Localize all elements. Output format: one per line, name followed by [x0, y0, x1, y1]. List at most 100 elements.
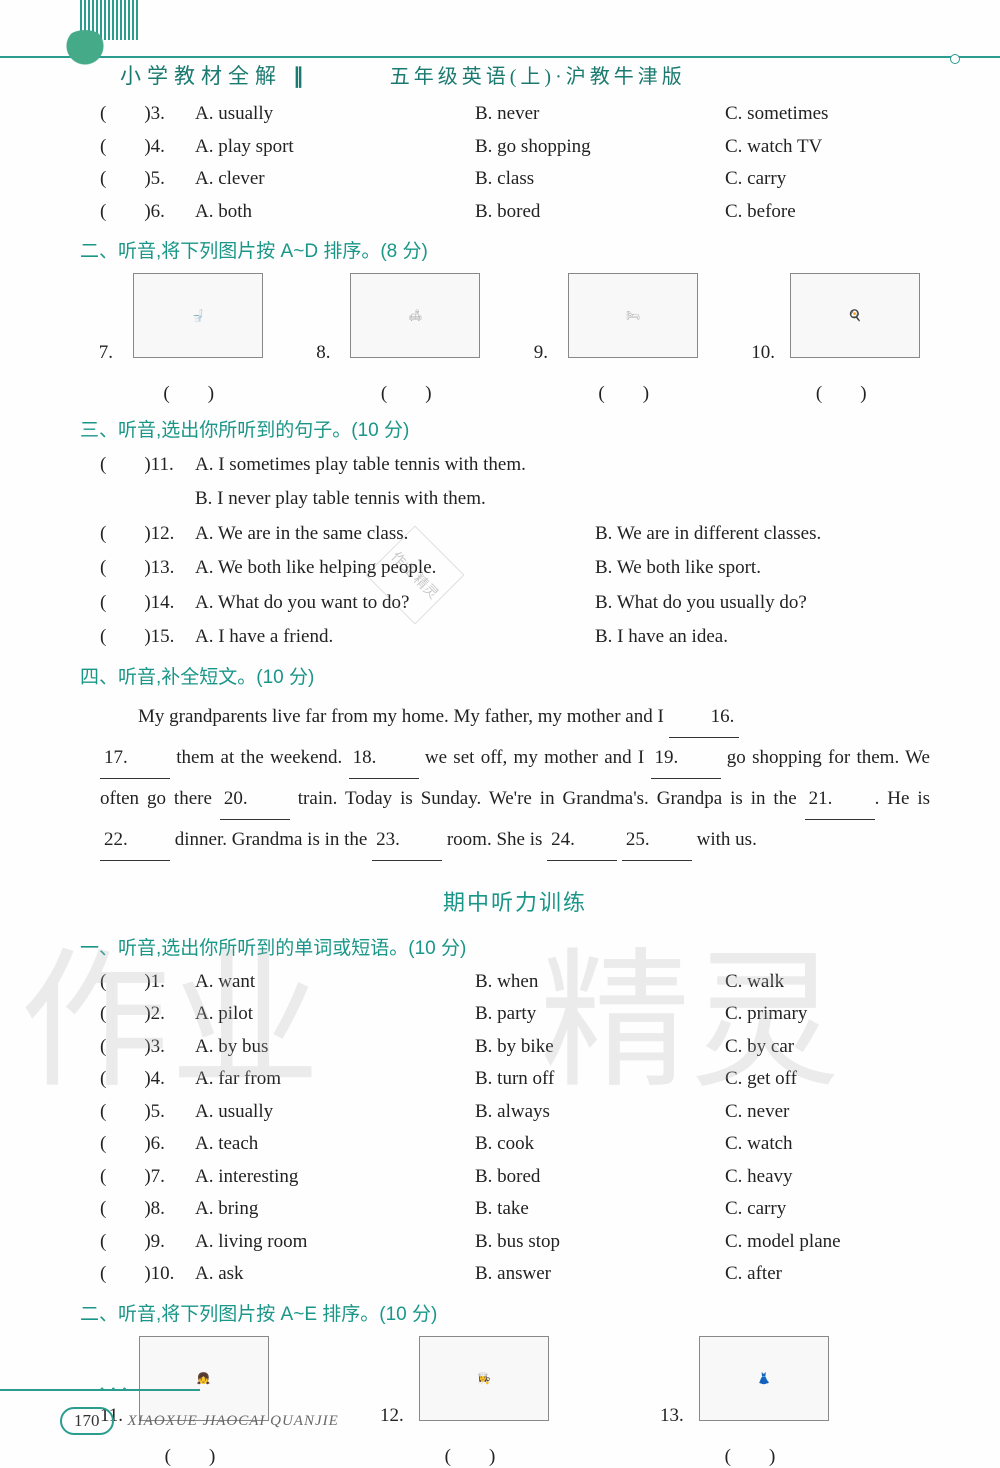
- blank-21: 21.: [805, 779, 875, 820]
- option-a: A. clever: [195, 165, 475, 194]
- answer-paren: ( )11.: [100, 450, 195, 480]
- bathroom-illustration-icon: 🚽: [133, 273, 263, 358]
- mc-row: ( )2. A. pilotB. partyC. primary: [100, 1000, 950, 1029]
- image-number: 7.: [99, 342, 113, 364]
- option-c: C. walk: [725, 968, 950, 997]
- answer-paren: ( )3.: [100, 1033, 195, 1062]
- image-number: 13.: [660, 1405, 684, 1427]
- answer-paren: ( )9.: [100, 1228, 195, 1257]
- answer-paren: ( )6.: [100, 198, 195, 227]
- answer-paren: ( )12.: [100, 519, 195, 549]
- blank-22: 22.: [100, 820, 170, 861]
- option-b: B. party: [475, 1000, 725, 1029]
- mc-row: ( )3. A. usuallyB. neverC. sometimes: [100, 100, 950, 129]
- option-a: A. by bus: [195, 1033, 475, 1062]
- option-a: A. I sometimes play table tennis with th…: [195, 450, 595, 480]
- option-a: A. far from: [195, 1065, 475, 1094]
- bedroom-illustration-icon: 🛏: [568, 273, 698, 358]
- option-b: B. go shopping: [475, 133, 725, 162]
- option-a: A. I have a friend.: [195, 622, 595, 652]
- option-b: B. cook: [475, 1130, 725, 1159]
- sentence-row: ( )13. A. We both like helping people.B.…: [100, 553, 950, 583]
- answer-paren: ( )7.: [100, 1163, 195, 1192]
- option-c: C. get off: [725, 1065, 950, 1094]
- blank-24: 24.: [547, 820, 617, 861]
- option-b: B. I never play table tennis with them.: [195, 484, 595, 514]
- section-3-title: 三、听音,选出你所听到的句子。(10 分): [80, 415, 950, 442]
- answer-paren: ( )13.: [100, 553, 195, 583]
- option-c: C. sometimes: [725, 100, 950, 129]
- sentence-row: ( )14. A. What do you want to do?B. What…: [100, 588, 950, 618]
- answer-paren: ( ): [660, 1441, 840, 1468]
- option-c: C. never: [725, 1098, 950, 1127]
- answer-paren: ( )8.: [100, 1195, 195, 1224]
- section-b-title: 二、听音,将下列图片按 A~E 排序。(10 分): [80, 1299, 950, 1326]
- option-a: A. What do you want to do?: [195, 588, 595, 618]
- answer-paren: ( )3.: [100, 100, 195, 129]
- section-3-sentences: ( )11. A. I sometimes play table tennis …: [80, 450, 950, 652]
- mc-row: ( )9. A. living roomB. bus stopC. model …: [100, 1228, 950, 1257]
- option-c: C. model plane: [725, 1228, 950, 1257]
- cooking-illustration-icon: 👩‍🍳: [419, 1336, 549, 1421]
- option-a: A. usually: [195, 100, 475, 129]
- mc-row: ( )6. A. bothB. boredC. before: [100, 198, 950, 227]
- option-c: C. heavy: [725, 1163, 950, 1192]
- answer-paren: ( )4.: [100, 133, 195, 162]
- option-c: C. by car: [725, 1033, 950, 1062]
- image-item: 8. 🛋 ( ): [316, 273, 496, 405]
- option-b: B. always: [475, 1098, 725, 1127]
- option-c: C. primary: [725, 1000, 950, 1029]
- mc-row: ( )5. A. cleverB. classC. carry: [100, 165, 950, 194]
- option-a: A. ask: [195, 1260, 475, 1289]
- option-a: A. bring: [195, 1195, 475, 1224]
- section-2-title: 二、听音,将下列图片按 A~D 排序。(8 分): [80, 236, 950, 263]
- image-number: 9.: [534, 342, 548, 364]
- footer-text: XIAOXUE JIAOCAI QUANJIE: [128, 1413, 339, 1430]
- answer-paren: ( )10.: [100, 1260, 195, 1289]
- sentence-row: ( )15. A. I have a friend.B. I have an i…: [100, 622, 950, 652]
- option-a: A. We both like helping people.: [195, 553, 595, 583]
- mc-row: ( )5. A. usuallyB. alwaysC. never: [100, 1098, 950, 1127]
- mc-row: ( )3. A. by busB. by bikeC. by car: [100, 1033, 950, 1062]
- option-a: A. pilot: [195, 1000, 475, 1029]
- kitchen-illustration-icon: 🍳: [790, 273, 920, 358]
- answer-paren: ( )14.: [100, 588, 195, 618]
- option-a: A. want: [195, 968, 475, 997]
- option-b: B. bored: [475, 198, 725, 227]
- option-c: C. carry: [725, 165, 950, 194]
- blank-23: 23.: [372, 820, 442, 861]
- answer-paren: ( ): [380, 1441, 560, 1468]
- book-title: 小学教材全解 ∥: [120, 60, 310, 90]
- option-a: A. We are in the same class.: [195, 519, 595, 549]
- mc-row: ( )4. A. far fromB. turn offC. get off: [100, 1065, 950, 1094]
- option-b: B. What do you usually do?: [595, 588, 950, 618]
- option-a: A. usually: [195, 1098, 475, 1127]
- section-2-images: 7. 🚽 ( ) 8. 🛋 ( ) 9. 🛏 ( ) 10. 🍳 ( ): [80, 273, 950, 405]
- blank-20: 20.: [220, 779, 290, 820]
- option-b: B. turn off: [475, 1065, 725, 1094]
- option-b: B. I have an idea.: [595, 622, 950, 652]
- image-item: 11. 👧 ( ): [100, 1336, 280, 1468]
- blank-16: 16.: [669, 697, 739, 738]
- answer-paren: ( ): [99, 378, 279, 405]
- answer-paren: ( )5.: [100, 165, 195, 194]
- option-b: B. when: [475, 968, 725, 997]
- blank-18: 18.: [349, 738, 419, 779]
- section-1-mc: ( )3. A. usuallyB. neverC. sometimes ( )4…: [80, 100, 950, 226]
- answer-paren: ( )6.: [100, 1130, 195, 1159]
- option-a: A. both: [195, 198, 475, 227]
- footer-dots-icon: • • •: [100, 1382, 129, 1397]
- page-number: 170: [60, 1407, 114, 1435]
- answer-paren: ( )4.: [100, 1065, 195, 1094]
- mc-row: ( )1. A. wantB. whenC. walk: [100, 968, 950, 997]
- option-a: A. play sport: [195, 133, 475, 162]
- section-a-mc: ( )1. A. wantB. whenC. walk ( )2. A. pilo…: [80, 968, 950, 1289]
- option-b: B. We both like sport.: [595, 553, 950, 583]
- livingroom-illustration-icon: 🛋: [350, 273, 480, 358]
- mc-row: ( )7. A. interestingB. boredC. heavy: [100, 1163, 950, 1192]
- sentence-row: ( )12. A. We are in the same class.B. We…: [100, 519, 950, 549]
- grade-title: 五年级英语(上)·沪教牛津版: [390, 60, 686, 89]
- image-number: 8.: [316, 342, 330, 364]
- sentence-row-cont: B. I never play table tennis with them.: [100, 484, 950, 514]
- footer: 170 XIAOXUE JIAOCAI QUANJIE: [60, 1407, 339, 1435]
